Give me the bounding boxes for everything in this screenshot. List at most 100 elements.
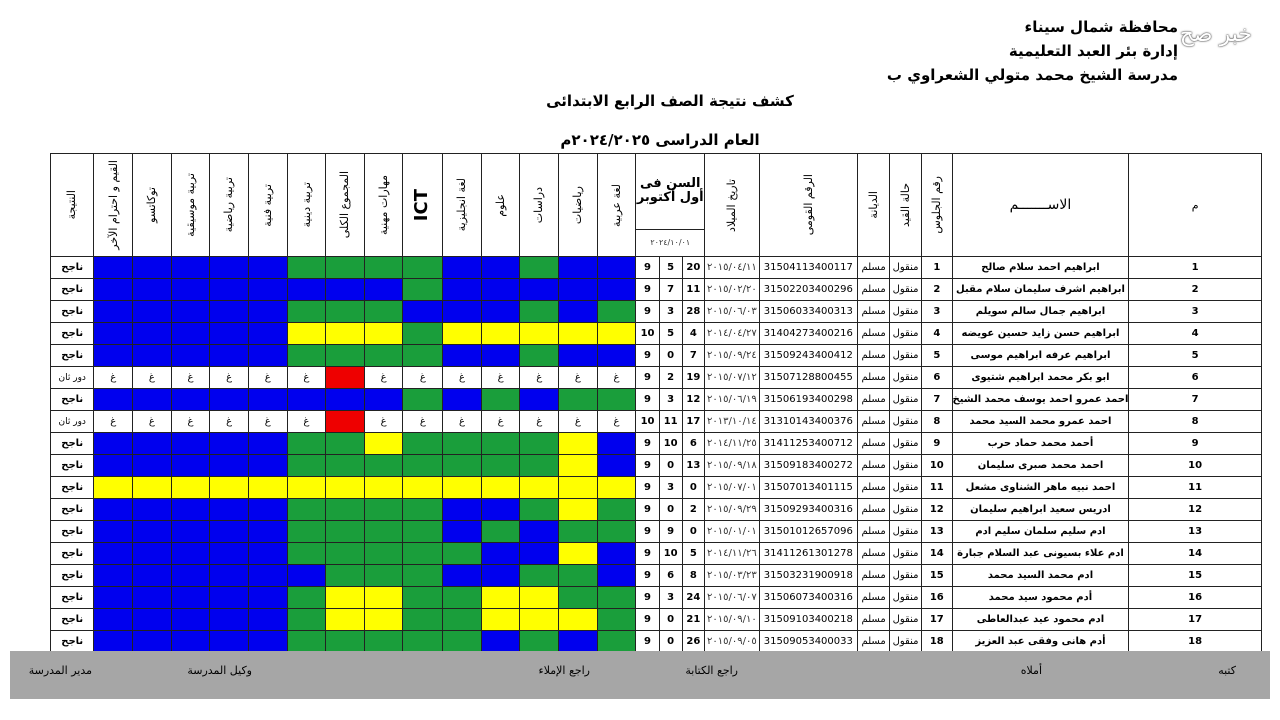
grade-cell: غ xyxy=(558,366,598,389)
grade-cell xyxy=(286,630,327,653)
row-index-cell: 8 xyxy=(1128,410,1262,433)
national-id-cell: 31411253400712 xyxy=(758,432,859,455)
grade-cell xyxy=(442,256,482,279)
grade-cell xyxy=(170,498,211,521)
col-religion-header: الديانة xyxy=(857,153,890,257)
grade-cell xyxy=(596,256,637,279)
grade-cell xyxy=(402,520,444,543)
table-row: ناجح 9 10 5 ٢٠١٤/١١/٢٦ 31411261301278 مسلم منقو… xyxy=(49,542,1280,565)
age-years-cell: 9 xyxy=(635,454,660,477)
dob-cell: ٢٠١٥/٠٩/١٠ xyxy=(704,608,760,631)
student-name-cell: ابراهيم اشرف سليمان سلام مقبل xyxy=(951,278,1130,301)
grade-cell xyxy=(442,608,482,631)
grade-cell xyxy=(209,322,249,345)
grade-cell xyxy=(247,520,288,543)
grade-cell xyxy=(93,388,134,411)
grade-cell xyxy=(132,344,172,367)
col-subject-header: مهارات مهنية xyxy=(363,153,404,257)
grade-cell xyxy=(247,608,288,631)
grade-cell: غ xyxy=(480,366,521,389)
grade-cell xyxy=(247,432,288,455)
grade-cell xyxy=(132,300,172,323)
grade-cell xyxy=(596,278,637,301)
grade-cell xyxy=(132,542,172,565)
status-cell: منقول xyxy=(888,454,923,477)
grade-cell: غ xyxy=(286,410,327,433)
grade-cell xyxy=(209,300,249,323)
grade-cell xyxy=(209,630,249,653)
grade-cell xyxy=(93,586,134,609)
student-name-cell: ادم محمود عيد عبدالعاطى xyxy=(951,608,1130,631)
grade-cell xyxy=(93,454,134,477)
age-months-cell: 9 xyxy=(658,520,683,543)
grade-cell xyxy=(325,256,365,279)
col-subject-header: تربية رياضية xyxy=(209,153,249,257)
grade-cell: غ xyxy=(596,410,637,433)
religion-cell: مسلم xyxy=(857,410,890,433)
grade-cell xyxy=(442,278,482,301)
footer-principal: مدير المدرسة xyxy=(28,664,92,677)
grade-cell: غ xyxy=(402,366,444,389)
age-years-cell: 9 xyxy=(635,498,660,521)
seat-number-cell: 14 xyxy=(921,542,953,565)
grade-cell xyxy=(519,388,560,411)
grade-cell: غ xyxy=(558,410,598,433)
grade-cell xyxy=(402,278,444,301)
grade-cell xyxy=(442,630,482,653)
grade-cell: غ xyxy=(93,410,134,433)
row-index-cell: 3 xyxy=(1128,300,1262,323)
table-row: ناجح 9 3 12 ٢٠١٥/٠٦/١٩ 31506193400298 مسلم منقو… xyxy=(49,388,1280,411)
grade-cell xyxy=(402,300,444,323)
student-name-cell: ادم محمد السيد محمد xyxy=(951,564,1130,587)
grade-cell xyxy=(519,630,560,653)
student-name-cell: احمد عمرو احمد يوسف محمد الشيخ xyxy=(951,388,1130,411)
dob-cell: ٢٠١٥/٠٦/١٩ xyxy=(704,388,760,411)
grade-cell xyxy=(247,564,288,587)
age-days-cell: 12 xyxy=(681,388,706,411)
col-subject-header: ICT xyxy=(402,153,444,257)
result-cell: ناجح xyxy=(49,630,95,653)
age-days-cell: 2 xyxy=(681,498,706,521)
status-cell: منقول xyxy=(888,256,923,279)
grade-cell xyxy=(286,498,327,521)
status-cell: منقول xyxy=(888,300,923,323)
status-cell: منقول xyxy=(888,322,923,345)
religion-cell: مسلم xyxy=(857,586,890,609)
seat-number-cell: 5 xyxy=(921,344,953,367)
table-row: ناجح 9 0 21 ٢٠١٥/٠٩/١٠ 31509103400218 مسلم منقو… xyxy=(49,608,1280,631)
grade-cell xyxy=(402,542,444,565)
grade-cell xyxy=(325,498,365,521)
age-years-cell: 9 xyxy=(635,630,660,653)
col-result-header: النتيجة xyxy=(49,153,95,257)
age-months-cell: 10 xyxy=(658,542,683,565)
grade-cell xyxy=(442,476,482,499)
status-cell: منقول xyxy=(888,608,923,631)
grade-cell xyxy=(558,432,598,455)
status-cell: منقول xyxy=(888,520,923,543)
age-years-cell: 9 xyxy=(635,432,660,455)
student-name-cell: أدم هانى وفقى عبد العزيز xyxy=(951,630,1130,653)
grade-cell xyxy=(442,542,482,565)
grade-cell xyxy=(93,564,134,587)
national-id-cell: 31404273400216 xyxy=(758,322,859,345)
result-cell: ناجح xyxy=(49,256,95,279)
seat-number-cell: 15 xyxy=(921,564,953,587)
age-years-cell: 10 xyxy=(635,410,660,433)
dob-cell: ٢٠١٣/١٠/١٤ xyxy=(704,410,760,433)
age-months-cell: 7 xyxy=(658,278,683,301)
age-days-cell: 28 xyxy=(681,300,706,323)
grade-cell xyxy=(363,498,404,521)
header-administration: إدارة بئر العبد التعليمية xyxy=(1008,42,1178,60)
grade-cell xyxy=(325,630,365,653)
grade-cell xyxy=(325,542,365,565)
watermark-logo: خبر صح xyxy=(1179,22,1252,47)
grade-cell xyxy=(519,300,560,323)
grade-cell: غ xyxy=(170,410,211,433)
dob-cell: ٢٠١٥/٠١/٠١ xyxy=(704,520,760,543)
student-name-cell: ادريس سعيد ابراهيم سليمان xyxy=(951,498,1130,521)
age-days-cell: 0 xyxy=(681,476,706,499)
grade-cell xyxy=(93,278,134,301)
national-id-cell: 31411261301278 xyxy=(758,542,859,565)
grade-cell xyxy=(596,432,637,455)
grade-cell xyxy=(596,630,637,653)
